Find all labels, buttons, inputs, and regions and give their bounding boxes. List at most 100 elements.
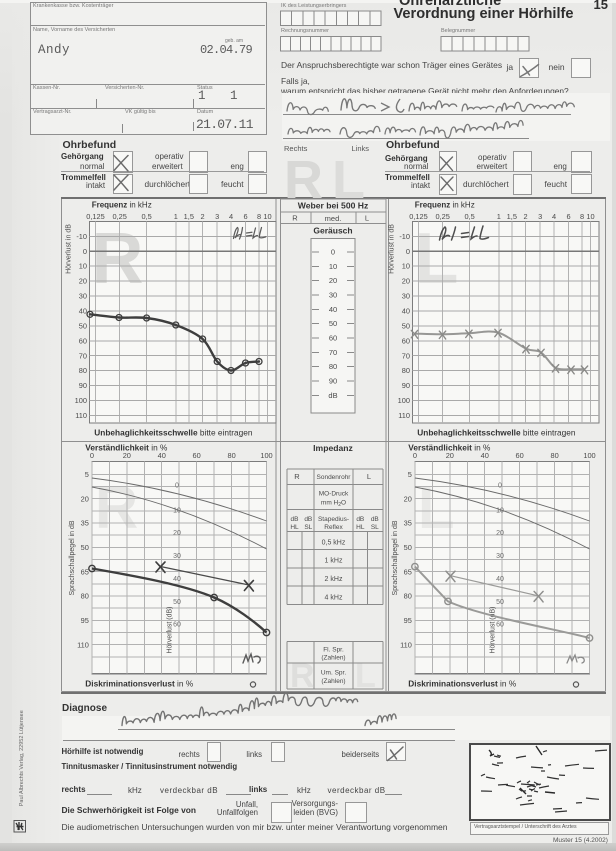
svg-text:6: 6 <box>243 212 247 221</box>
svg-text:R: R <box>92 219 144 299</box>
svg-text:10: 10 <box>263 212 271 221</box>
svg-text:(Zahlen): (Zahlen) <box>321 678 345 685</box>
svg-text:0: 0 <box>83 247 87 256</box>
svg-text:60: 60 <box>496 621 504 628</box>
svg-text:dB: dB <box>291 516 299 523</box>
svg-text:20: 20 <box>81 494 89 503</box>
svg-text:5: 5 <box>408 470 412 479</box>
svg-text:110: 110 <box>75 411 87 420</box>
svg-text:Verständlichkeit in %: Verständlichkeit in % <box>408 443 491 453</box>
svg-text:2: 2 <box>201 212 205 221</box>
svg-text:Stapedius-: Stapedius- <box>318 516 349 523</box>
svg-text:20: 20 <box>402 277 410 286</box>
svg-text:30: 30 <box>329 290 337 299</box>
svg-text:30: 30 <box>79 292 87 301</box>
svg-text:80: 80 <box>404 592 412 601</box>
svg-text:3: 3 <box>538 212 542 221</box>
svg-text:SL: SL <box>304 524 312 531</box>
svg-text:(Zahlen): (Zahlen) <box>321 655 345 662</box>
svg-text:0,5: 0,5 <box>464 212 474 221</box>
svg-text:10: 10 <box>402 262 410 271</box>
svg-text:4: 4 <box>552 212 556 221</box>
svg-text:Geräusch: Geräusch <box>313 226 352 236</box>
svg-text:20: 20 <box>446 451 454 460</box>
svg-text:Um. Spr.: Um. Spr. <box>321 670 346 677</box>
svg-text:Hörverlust (dB): Hörverlust (dB) <box>490 606 497 653</box>
svg-text:Hörverlust in dB: Hörverlust in dB <box>389 224 396 274</box>
svg-text:60: 60 <box>173 621 181 628</box>
svg-text:med.: med. <box>325 214 342 223</box>
svg-text:0: 0 <box>90 451 94 460</box>
svg-text:Fl. Spr.: Fl. Spr. <box>323 647 344 654</box>
svg-text:Impedanz: Impedanz <box>313 443 353 453</box>
svg-text:60: 60 <box>402 336 410 345</box>
svg-text:L: L <box>332 150 365 210</box>
svg-text:60: 60 <box>193 451 201 460</box>
svg-text:1,5: 1,5 <box>184 212 194 221</box>
svg-text:60: 60 <box>79 336 87 345</box>
svg-text:100: 100 <box>583 451 595 460</box>
svg-text:90: 90 <box>79 381 87 390</box>
svg-text:30: 30 <box>496 553 504 560</box>
svg-text:8: 8 <box>580 212 584 221</box>
svg-text:30: 30 <box>173 553 181 560</box>
svg-text:95: 95 <box>81 616 89 625</box>
svg-text:R: R <box>290 657 315 695</box>
svg-text:2 kHz: 2 kHz <box>325 576 343 583</box>
svg-text:Diskriminationsverlust in %: Diskriminationsverlust in % <box>85 679 194 689</box>
svg-text:100: 100 <box>260 451 272 460</box>
svg-text:1,5: 1,5 <box>507 212 517 221</box>
svg-text:Diskriminationsverlust in %: Diskriminationsverlust in % <box>408 679 517 689</box>
svg-text:10: 10 <box>329 262 337 271</box>
svg-text:R: R <box>284 150 323 210</box>
svg-text:6: 6 <box>566 212 570 221</box>
svg-text:0,25: 0,25 <box>436 212 450 221</box>
svg-text:50: 50 <box>404 543 412 552</box>
svg-text:0,5 kHz: 0,5 kHz <box>322 540 346 547</box>
svg-text:20: 20 <box>404 494 412 503</box>
svg-text:10: 10 <box>586 212 594 221</box>
svg-text:90: 90 <box>402 381 410 390</box>
svg-text:-10: -10 <box>399 232 410 241</box>
svg-text:40: 40 <box>158 451 166 460</box>
svg-text:50: 50 <box>81 543 89 552</box>
svg-text:0,125: 0,125 <box>86 212 105 221</box>
svg-text:R: R <box>294 472 300 481</box>
svg-text:70: 70 <box>402 351 410 360</box>
svg-text:65: 65 <box>404 567 412 576</box>
svg-text:35: 35 <box>81 519 89 528</box>
svg-text:10: 10 <box>79 262 87 271</box>
svg-text:HL: HL <box>290 524 299 531</box>
svg-text:0,5: 0,5 <box>141 212 151 221</box>
svg-text:50: 50 <box>402 321 410 330</box>
svg-text:10: 10 <box>496 508 504 515</box>
svg-text:Frequenz in kHz: Frequenz in kHz <box>92 201 152 210</box>
svg-text:80: 80 <box>402 366 410 375</box>
svg-text:0: 0 <box>406 247 410 256</box>
svg-text:mm H2O: mm H2O <box>321 500 346 509</box>
svg-text:0: 0 <box>331 248 335 257</box>
svg-text:8: 8 <box>257 212 261 221</box>
svg-text:80: 80 <box>329 362 337 371</box>
svg-text:1: 1 <box>497 212 501 221</box>
svg-text:Hörverlust in dB: Hörverlust in dB <box>66 224 73 274</box>
svg-text:dB: dB <box>304 516 312 523</box>
svg-text:40: 40 <box>496 576 504 583</box>
svg-text:dB: dB <box>371 516 379 523</box>
svg-text:100: 100 <box>398 396 410 405</box>
svg-text:Verständlichkeit in %: Verständlichkeit in % <box>85 443 168 453</box>
svg-text:L: L <box>415 219 459 299</box>
svg-text:80: 80 <box>79 366 87 375</box>
svg-text:65: 65 <box>81 567 89 576</box>
svg-text:0,25: 0,25 <box>113 212 127 221</box>
svg-text:70: 70 <box>79 351 87 360</box>
svg-text:20: 20 <box>173 530 181 537</box>
svg-text:Weber bei 500 Hz: Weber bei 500 Hz <box>298 201 369 211</box>
svg-text:R: R <box>95 474 138 541</box>
svg-text:Sprachschallpegel in dB: Sprachschallpegel in dB <box>69 520 76 595</box>
svg-text:L: L <box>355 657 376 695</box>
svg-text:60: 60 <box>329 333 337 342</box>
svg-text:R: R <box>292 214 298 223</box>
svg-text:50: 50 <box>173 599 181 606</box>
svg-text:SL: SL <box>371 524 379 531</box>
